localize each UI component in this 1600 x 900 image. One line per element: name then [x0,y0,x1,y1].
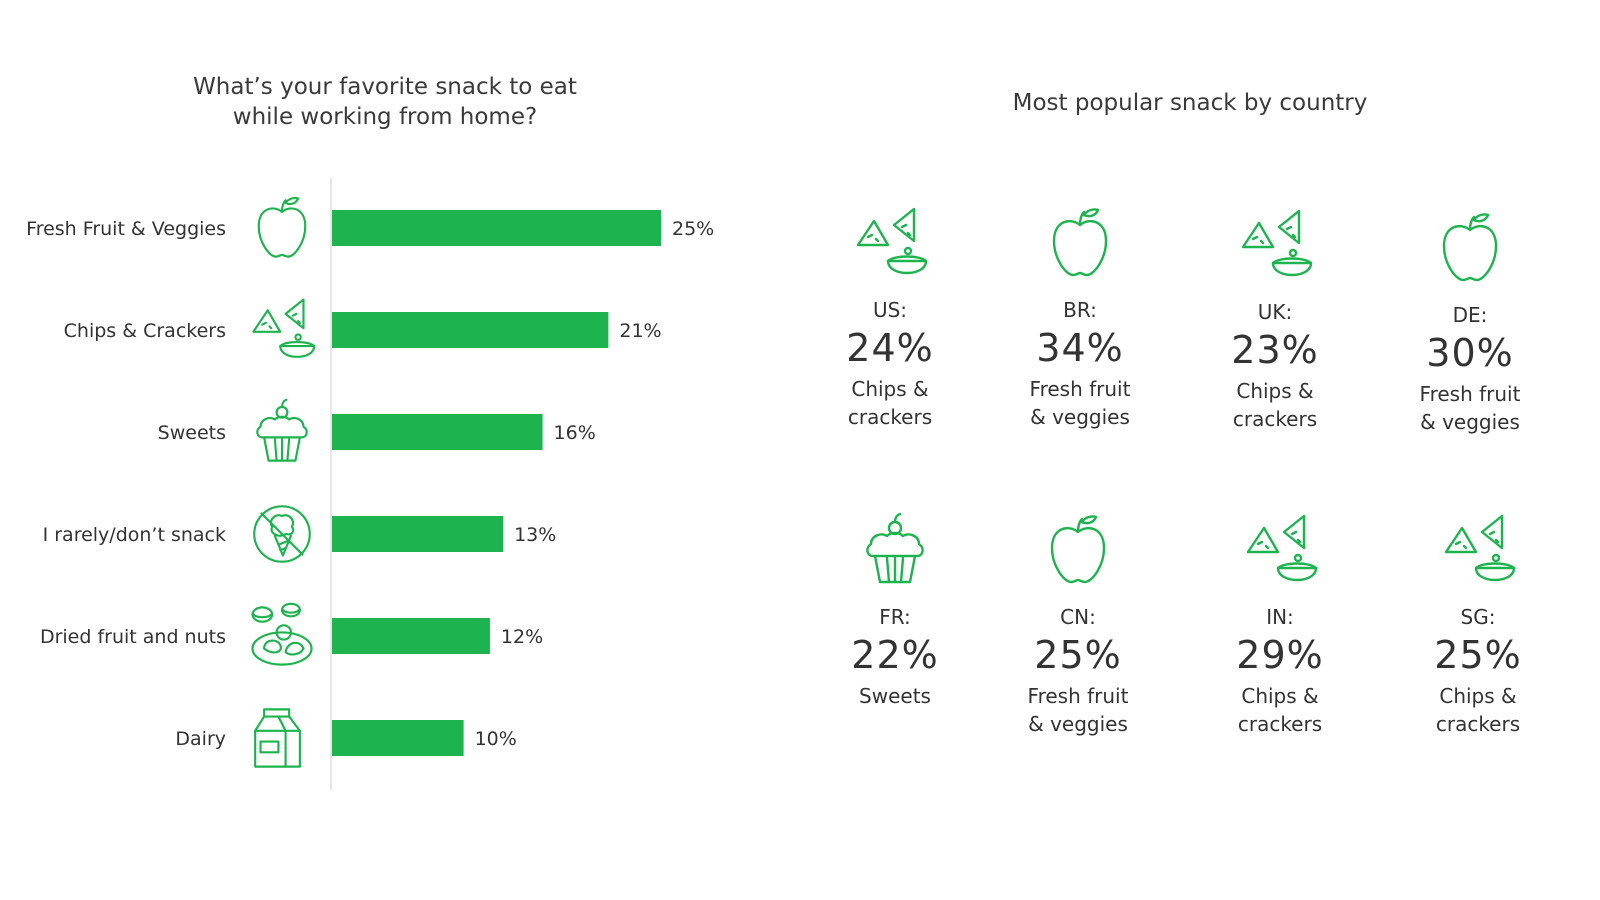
country-snack: Fresh fruit & veggies [1029,377,1131,429]
country-percent: 29% [1236,633,1324,677]
bar [332,618,490,654]
bar-value-label: 12% [501,626,543,648]
country-snack: Sweets [859,684,931,708]
bar [332,312,609,348]
chips-icon [1235,207,1315,283]
category-label: Dairy [175,728,226,750]
bar-value-label: 25% [672,218,714,240]
chips-icon [253,300,314,357]
category-label: Chips & Crackers [64,320,226,342]
country-percent: 25% [1034,633,1122,677]
country-code: FR: [879,605,911,629]
country-code: UK: [1257,300,1293,324]
country-percent: 25% [1434,633,1522,677]
bar [332,720,464,756]
country-percent: 22% [851,633,939,677]
category-label: I rarely/don’t snack [43,524,226,546]
bar [332,516,504,552]
bar [332,414,543,450]
apple-icon [259,198,306,257]
country-percent: 34% [1036,326,1124,370]
apple-icon [1040,205,1120,281]
country-snack: Chips & crackers [847,377,933,429]
apple-icon [1430,210,1510,286]
country-snack: Chips & crackers [1237,684,1323,736]
country-percent: 30% [1426,331,1514,375]
bar-value-label: 16% [554,422,596,444]
country-snack: Fresh fruit & veggies [1027,684,1129,736]
bar-value-label: 21% [619,320,661,342]
country-snack: Chips & crackers [1232,379,1318,431]
bar [332,210,661,246]
country-percent: 24% [846,326,934,370]
country-card-br: BR: 34% Fresh fruit & veggies [980,205,1180,431]
snack-bar-chart: Fresh Fruit & Veggies 25% Chips & Crackers… [26,178,714,790]
chips-icon [1438,512,1518,588]
category-label: Dried fruit and nuts [40,626,226,648]
chart-title: What’s your favorite snack to eat while … [193,74,577,130]
country-card-cn: CN: 25% Fresh fruit & veggies [978,512,1178,738]
country-code: BR: [1063,298,1097,322]
nuts-icon [252,604,311,665]
category-label: Sweets [158,422,226,444]
country-panel-title: Most popular snack by country [1012,90,1368,116]
country-code: DE: [1452,303,1488,327]
milk-carton-icon [255,709,300,766]
country-code: CN: [1060,605,1096,629]
country-card-us: US: 24% Chips & crackers [790,205,990,431]
country-card-uk: UK: 23% Chips & crackers [1175,207,1375,433]
no-snack-icon [254,506,309,561]
chips-icon [1240,512,1320,588]
country-code: US: [872,298,908,322]
country-percent: 23% [1231,328,1319,372]
country-code: IN: [1266,605,1294,629]
country-snack: Chips & crackers [1435,684,1521,736]
country-card-de: DE: 30% Fresh fruit & veggies [1370,210,1570,436]
category-label: Fresh Fruit & Veggies [26,218,226,240]
country-card-in: IN: 29% Chips & crackers [1180,512,1380,738]
country-snack: Fresh fruit & veggies [1419,382,1521,434]
bar-value-label: 13% [514,524,556,546]
country-code: SG: [1460,605,1496,629]
bar-value-label: 10% [475,728,517,750]
country-card-fr: FR: 22% Sweets [795,512,995,710]
cupcake-icon [257,400,306,461]
apple-icon [1038,512,1118,588]
chips-icon [850,205,930,281]
cupcake-icon [855,512,935,588]
country-card-sg: SG: 25% Chips & crackers [1378,512,1578,738]
